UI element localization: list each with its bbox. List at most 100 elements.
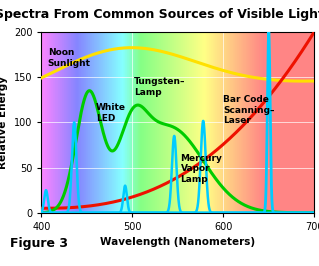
Bar — [78, 32, 80, 213]
Bar — [300, 32, 302, 213]
Bar — [118, 32, 120, 213]
Bar — [189, 32, 191, 213]
Bar — [215, 32, 218, 213]
Bar — [91, 32, 93, 213]
Bar — [57, 32, 59, 213]
Bar — [59, 32, 61, 213]
Bar — [241, 32, 243, 213]
Bar — [206, 32, 208, 213]
Text: Figure 3: Figure 3 — [10, 237, 68, 250]
Bar — [185, 32, 187, 213]
Bar — [47, 32, 48, 213]
Bar — [313, 32, 315, 213]
Bar — [280, 32, 282, 213]
Bar — [307, 32, 309, 213]
Bar — [55, 32, 57, 213]
Bar — [121, 32, 122, 213]
Bar — [282, 32, 284, 213]
Bar — [253, 32, 255, 213]
Text: Tungsten–
Lamp: Tungsten– Lamp — [134, 77, 186, 97]
Bar — [123, 32, 125, 213]
Bar — [81, 32, 84, 213]
Bar — [150, 32, 152, 213]
Bar — [304, 32, 306, 213]
Bar — [130, 32, 132, 213]
Bar — [118, 32, 120, 213]
Bar — [194, 32, 196, 213]
Bar — [246, 32, 248, 213]
Bar — [113, 32, 115, 213]
Bar — [109, 32, 112, 213]
Bar — [45, 32, 47, 213]
Bar — [146, 32, 148, 213]
Bar — [79, 32, 81, 213]
Bar — [50, 32, 52, 213]
Bar — [310, 32, 313, 213]
Bar — [73, 32, 75, 213]
Bar — [174, 32, 176, 213]
Bar — [173, 32, 175, 213]
Bar — [164, 32, 166, 213]
Bar — [280, 32, 282, 213]
Bar — [44, 32, 46, 213]
Bar — [77, 32, 79, 213]
Bar — [56, 32, 58, 213]
Bar — [152, 32, 155, 213]
Bar — [105, 32, 108, 213]
Bar — [151, 32, 152, 213]
Bar — [136, 32, 138, 213]
Bar — [84, 32, 85, 213]
Bar — [140, 32, 142, 213]
Bar — [93, 32, 95, 213]
Bar — [204, 32, 206, 213]
Bar — [236, 32, 238, 213]
Bar — [265, 32, 267, 213]
Bar — [260, 32, 262, 213]
Bar — [213, 32, 215, 213]
Bar — [265, 32, 267, 213]
Bar — [86, 32, 88, 213]
Bar — [219, 32, 222, 213]
Bar — [190, 32, 192, 213]
Bar — [42, 32, 44, 213]
Bar — [90, 32, 92, 213]
Bar — [51, 32, 53, 213]
Bar — [222, 32, 224, 213]
Bar — [54, 32, 56, 213]
Bar — [66, 32, 69, 213]
Bar — [167, 32, 169, 213]
Bar — [61, 32, 63, 213]
Bar — [135, 32, 137, 213]
Bar — [195, 32, 197, 213]
Bar — [184, 32, 186, 213]
Bar — [124, 32, 126, 213]
Bar — [68, 32, 70, 213]
Bar — [182, 32, 184, 213]
Bar — [198, 32, 200, 213]
Bar — [83, 32, 85, 213]
Bar — [60, 32, 62, 213]
Bar — [127, 32, 129, 213]
Text: Spectra From Common Sources of Visible Light: Spectra From Common Sources of Visible L… — [0, 8, 319, 21]
Bar — [203, 32, 204, 213]
Bar — [94, 32, 96, 213]
Bar — [109, 32, 111, 213]
Bar — [305, 32, 307, 213]
Bar — [242, 32, 244, 213]
Bar — [306, 32, 308, 213]
Bar — [62, 32, 64, 213]
Bar — [128, 32, 130, 213]
Bar — [155, 32, 157, 213]
Bar — [42, 32, 45, 213]
Bar — [291, 32, 293, 213]
Bar — [276, 32, 278, 213]
Bar — [179, 32, 181, 213]
Bar — [47, 32, 49, 213]
Bar — [157, 32, 159, 213]
Bar — [166, 32, 167, 213]
Bar — [75, 32, 77, 213]
Bar — [210, 32, 212, 213]
Bar — [155, 32, 157, 213]
Bar — [82, 32, 84, 213]
Bar — [41, 32, 42, 213]
